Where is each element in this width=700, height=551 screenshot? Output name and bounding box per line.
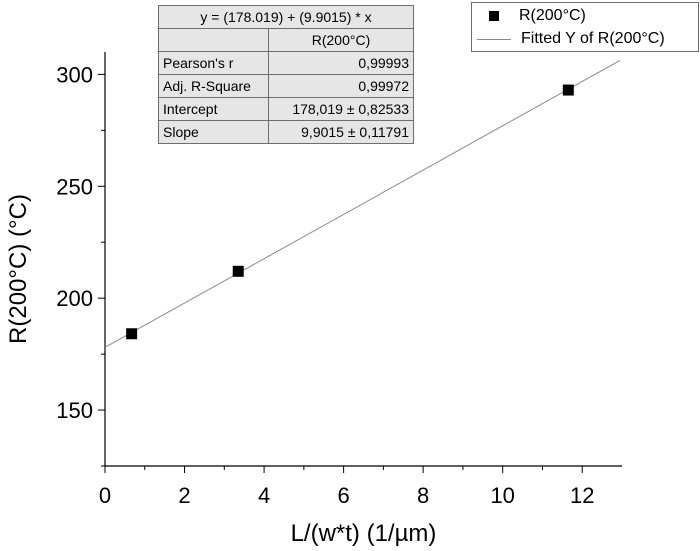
legend-item-fit: Fitted Y of R(200°C) xyxy=(472,28,665,50)
fit-row-label: Intercept xyxy=(158,97,269,121)
x-axis-title: L/(w*t) (1/µm) xyxy=(291,520,437,547)
chart-axes xyxy=(104,52,622,467)
fit-statistics-table: y = (178.019) + (9.9015) * x R(200°C) Pe… xyxy=(158,5,414,144)
legend-item-data: R(200°C) xyxy=(472,5,586,27)
data-point xyxy=(562,84,574,96)
fit-column-header: R(200°C) xyxy=(268,28,414,52)
y-tick-label: 250 xyxy=(56,174,93,199)
fit-row-label: Pearson's r xyxy=(158,51,269,75)
fit-row-value: 9,9015 ± 0,11791 xyxy=(268,120,414,144)
legend-label: Fitted Y of R(200°C) xyxy=(521,30,665,47)
x-tick-label: 8 xyxy=(417,483,429,508)
y-tick-label: 200 xyxy=(56,286,93,311)
fit-row-label: Adj. R-Square xyxy=(158,74,269,98)
chart-legend: R(200°C) Fitted Y of R(200°C) xyxy=(471,2,699,52)
square-marker-icon xyxy=(489,11,499,21)
fit-row-value: 178,019 ± 0,82533 xyxy=(268,97,414,121)
x-tick-label: 4 xyxy=(258,483,270,508)
x-tick-label: 0 xyxy=(99,483,111,508)
data-points xyxy=(126,84,574,340)
fit-row-pearson: Pearson's r 0,99993 xyxy=(158,51,414,75)
fit-equation: y = (178.019) + (9.9015) * x xyxy=(158,5,414,29)
fit-row-value: 0,99972 xyxy=(268,74,414,98)
x-tick-label: 6 xyxy=(337,483,349,508)
fit-row-intercept: Intercept 178,019 ± 0,82533 xyxy=(158,97,414,121)
y-ticks: 150 200 250 300 xyxy=(56,62,105,467)
fit-equation-row: y = (178.019) + (9.9015) * x xyxy=(158,5,414,29)
fit-row-label: Slope xyxy=(158,120,269,144)
x-tick-label: 2 xyxy=(178,483,190,508)
x-tick-label: 12 xyxy=(570,483,594,508)
x-tick-label: 10 xyxy=(490,483,514,508)
legend-label: R(200°C) xyxy=(519,7,586,24)
data-point xyxy=(232,265,244,277)
fit-line xyxy=(104,59,621,348)
y-tick-label: 300 xyxy=(56,62,93,87)
line-marker-icon xyxy=(477,38,511,40)
y-axis-title: R(200°C) (°C) xyxy=(5,194,32,344)
fit-row-slope: Slope 9,9015 ± 0,11791 xyxy=(158,120,414,144)
fit-row-adj-r-square: Adj. R-Square 0,99972 xyxy=(158,74,414,98)
data-point xyxy=(126,328,138,340)
fit-row-value: 0,99993 xyxy=(268,51,414,75)
fit-header-blank xyxy=(158,28,269,52)
x-ticks: 0 2 4 6 8 10 12 xyxy=(99,466,594,508)
y-tick-label: 150 xyxy=(56,398,93,423)
fit-header-row: R(200°C) xyxy=(158,28,414,52)
